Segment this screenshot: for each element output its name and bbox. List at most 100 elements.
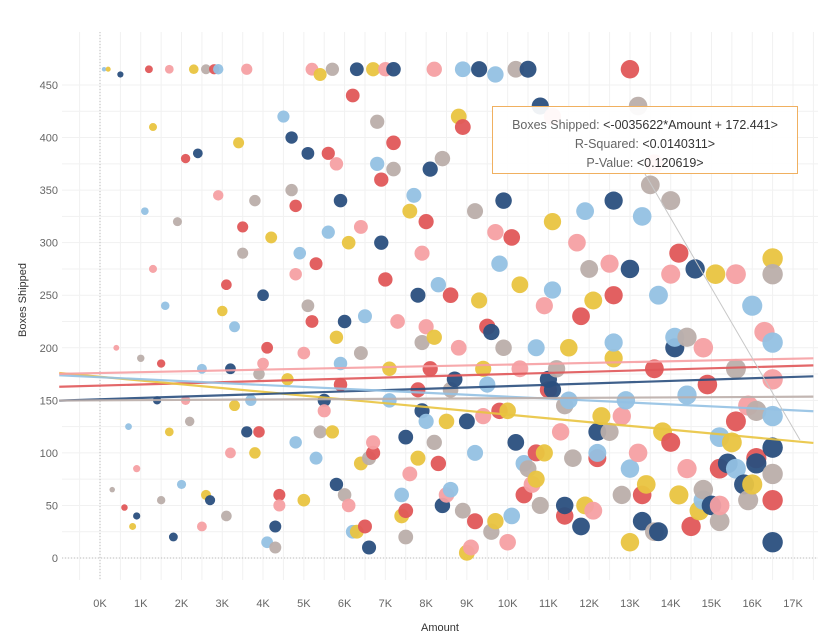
data-point [454,119,471,135]
data-point [551,423,570,441]
data-point [620,259,640,279]
x-tick-label: 0K [93,598,107,610]
data-point [426,61,442,77]
data-point [188,64,199,75]
data-point [313,425,327,439]
data-point [414,334,430,351]
data-point [438,413,455,430]
data-point [309,451,323,465]
data-point [172,217,182,227]
data-point [640,175,660,195]
data-point [341,498,356,513]
data-point [422,361,438,377]
data-point [398,429,414,445]
data-point [289,199,302,213]
data-point [632,207,652,226]
data-point [507,60,525,78]
data-point [325,62,340,76]
data-point [612,485,631,505]
data-point [479,376,496,393]
y-tick-label: 100 [40,448,58,460]
data-point [592,407,611,426]
data-point [168,532,178,542]
data-point [762,332,783,353]
data-point [471,61,488,78]
data-point [221,510,232,522]
data-point [560,338,578,357]
data-point [374,172,389,187]
data-point [697,374,718,395]
data-point [649,522,668,542]
trend-tooltip: Boxes Shipped: <-0035622*Amount + 172.44… [492,106,798,174]
data-point [693,338,714,358]
y-tick-label: 300 [40,238,58,250]
data-point [196,521,207,532]
data-point [450,339,467,356]
x-axis-ticks: 0K 1K 2K 3K 4K 5K 6K 7K 8K 9K 10K 11K 12K 13K 14K 15K 16… [93,598,803,610]
data-point [382,393,397,408]
data-points [101,59,783,561]
data-point [164,64,174,74]
tooltip-equation-row: Boxes Shipped: <-0035622*Amount + 172.44… [493,116,797,135]
trend-line [59,364,814,388]
data-point [289,267,302,281]
data-point [762,369,783,390]
data-point [133,512,141,520]
data-point [442,287,459,304]
data-point [237,221,249,233]
data-point [402,203,418,219]
data-point [164,427,174,437]
data-point [176,479,187,490]
data-point [467,444,484,461]
data-point [584,291,603,310]
data-point [394,487,410,503]
data-point [725,411,746,432]
x-tick-label: 5K [297,598,311,610]
data-point [628,443,648,463]
data-point [681,516,701,537]
data-point [366,435,381,450]
data-point [471,292,488,309]
data-point [580,260,599,278]
tooltip-p-value-row: P-Value: <0.120619> [493,154,797,173]
data-point [725,264,746,285]
data-point [293,246,307,260]
data-point [200,64,212,75]
data-point [746,400,767,421]
data-point [386,161,401,177]
y-axis-title: Boxes Shipped [17,263,29,337]
data-point [543,281,562,299]
data-point [370,114,385,129]
data-point [762,463,783,485]
data-point [462,539,479,556]
tooltip-p-value-label: P-Value: [586,156,634,170]
data-point [148,264,158,273]
data-point [378,272,393,287]
x-tick-label: 3K [216,598,230,610]
data-point [329,477,344,492]
data-point [317,404,331,418]
data-point [604,286,623,305]
data-point [527,470,545,488]
data-point [600,254,619,273]
data-point [196,363,207,374]
data-point [491,255,508,272]
data-point [297,493,311,507]
y-tick-label: 350 [40,185,58,197]
data-point [742,295,763,316]
data-point [426,434,442,451]
data-point [241,426,253,438]
data-point [661,264,681,284]
data-point [661,191,681,211]
data-point [568,233,586,252]
data-point [213,64,224,75]
data-point [632,511,652,531]
data-point [677,459,697,479]
x-tick-label: 10K [498,598,518,610]
data-point [366,62,381,77]
data-point [661,432,681,452]
data-point [305,315,319,328]
data-point [507,434,525,451]
x-tick-label: 9K [460,598,474,610]
data-point [636,475,656,494]
